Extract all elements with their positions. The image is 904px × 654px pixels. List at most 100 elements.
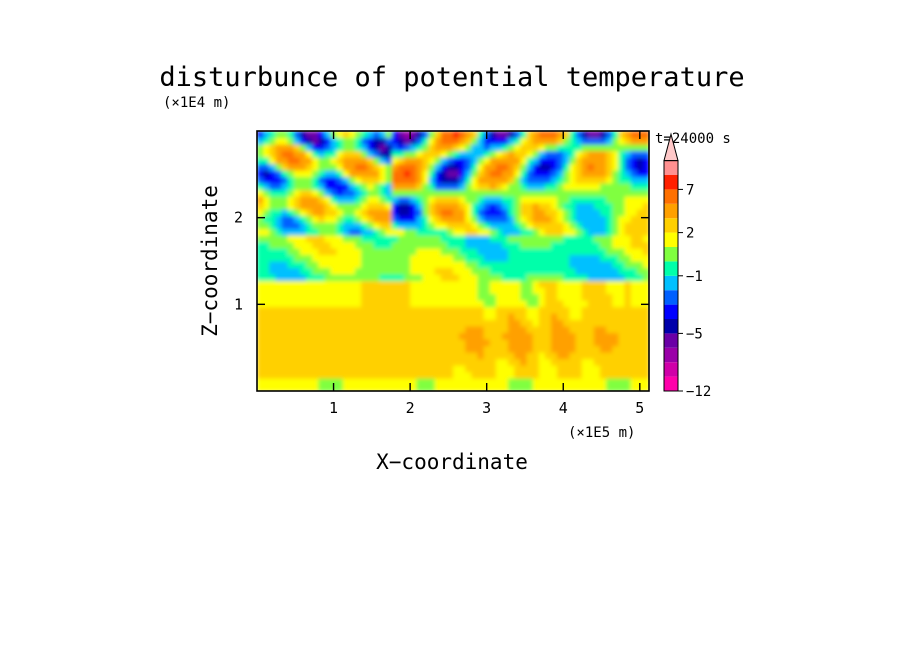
field-cell	[526, 235, 534, 243]
field-cell	[446, 313, 454, 321]
field-cell	[630, 235, 638, 243]
field-cell	[410, 326, 417, 334]
field-cell	[275, 261, 283, 269]
field-cell	[593, 196, 601, 204]
field-cell	[581, 248, 589, 256]
field-cell	[612, 183, 619, 191]
field-cell	[477, 144, 485, 152]
field-cell	[318, 131, 325, 139]
field-cell	[312, 371, 319, 379]
field-cell	[471, 137, 479, 145]
field-cell	[324, 163, 332, 171]
field-cell	[569, 183, 577, 191]
field-cell	[642, 157, 649, 165]
field-cell	[293, 261, 301, 269]
field-cell	[348, 293, 356, 301]
field-cell	[642, 170, 649, 178]
colorbar-swatch	[664, 160, 678, 175]
field-cell	[379, 280, 387, 288]
field-cell	[612, 358, 619, 366]
field-cell	[299, 287, 307, 295]
field-cell	[636, 274, 644, 282]
field-cell	[514, 267, 521, 275]
field-cell	[410, 248, 417, 256]
field-cell	[287, 235, 295, 243]
field-cell	[318, 137, 325, 145]
field-cell	[306, 241, 313, 249]
field-cell	[318, 378, 325, 386]
field-cell	[526, 196, 534, 204]
field-cell	[410, 345, 417, 353]
field-cell	[324, 306, 332, 314]
field-cell	[330, 196, 338, 204]
field-cell	[544, 196, 552, 204]
field-cell	[520, 326, 528, 334]
field-cell	[397, 306, 405, 314]
field-cell	[520, 332, 528, 340]
field-cell	[440, 163, 448, 171]
field-cell	[440, 176, 448, 184]
field-cell	[459, 150, 466, 158]
field-cell	[612, 306, 619, 314]
field-cell	[612, 170, 619, 178]
field-cell	[544, 352, 552, 360]
field-cell	[477, 235, 485, 243]
field-cell	[379, 287, 387, 295]
field-cell	[508, 326, 515, 334]
field-cell	[538, 293, 546, 301]
field-cell	[624, 378, 632, 386]
field-cell	[477, 261, 485, 269]
field-cell	[581, 345, 589, 353]
field-cell	[293, 170, 301, 178]
field-cell	[391, 326, 399, 334]
field-cell	[263, 202, 270, 210]
field-cell	[361, 209, 368, 217]
field-cell	[508, 183, 515, 191]
field-cell	[306, 300, 313, 308]
field-cell	[281, 176, 289, 184]
field-cell	[526, 293, 534, 301]
field-cell	[618, 176, 626, 184]
field-cell	[269, 196, 276, 204]
field-cell	[275, 371, 283, 379]
field-cell	[257, 176, 264, 184]
field-cell	[373, 163, 381, 171]
field-cell	[557, 352, 564, 360]
field-cell	[257, 254, 264, 262]
field-cell	[355, 274, 362, 282]
field-cell	[306, 313, 313, 321]
field-cell	[606, 254, 613, 262]
field-cell	[618, 189, 626, 197]
field-cell	[281, 254, 289, 262]
field-cell	[618, 144, 626, 152]
field-cell	[642, 241, 649, 249]
field-cell	[330, 254, 338, 262]
field-cell	[600, 137, 607, 145]
field-cell	[636, 326, 644, 334]
field-cell	[465, 254, 472, 262]
field-cell	[379, 274, 387, 282]
field-cell	[373, 228, 381, 236]
field-cell	[397, 183, 405, 191]
field-cell	[324, 202, 332, 210]
field-cell	[367, 235, 374, 243]
field-cell	[483, 196, 491, 204]
field-cell	[526, 222, 534, 230]
field-cell	[263, 235, 270, 243]
field-cell	[312, 163, 319, 171]
field-cell	[373, 131, 381, 139]
field-cell	[287, 176, 295, 184]
field-cell	[367, 222, 374, 230]
field-cell	[618, 339, 626, 347]
field-cell	[514, 157, 521, 165]
field-cell	[269, 371, 276, 379]
field-cell	[355, 202, 362, 210]
field-cell	[306, 222, 313, 230]
field-cell	[618, 345, 626, 353]
field-cell	[410, 306, 417, 314]
field-cell	[361, 274, 368, 282]
field-cell	[465, 235, 472, 243]
field-cell	[453, 202, 460, 210]
field-cell	[489, 378, 497, 386]
field-cell	[367, 215, 374, 223]
